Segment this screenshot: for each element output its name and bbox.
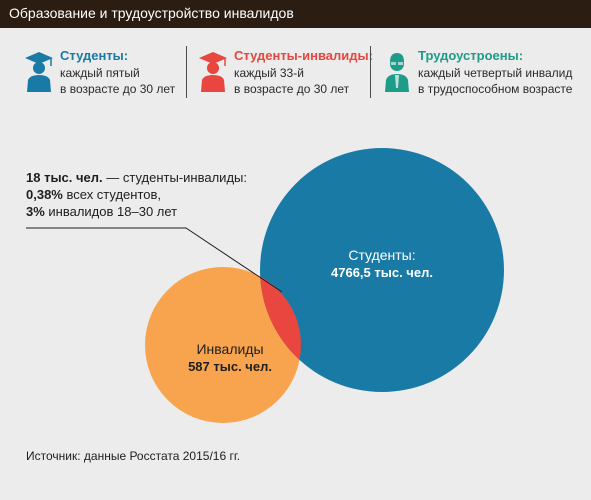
employed-person-icon: [385, 53, 409, 92]
callout-count: 18 тыс. чел.: [26, 170, 103, 185]
legend-disabled-students-line2: в возрасте до 30 лет: [234, 82, 350, 96]
disabled-student-icon: [199, 52, 227, 92]
legend-students-line2: в возрасте до 30 лет: [60, 82, 176, 96]
callout-text: всех студентов,: [62, 187, 162, 202]
students-circle: [260, 148, 504, 392]
callout-line-2: 0,38% всех студентов,: [26, 187, 161, 202]
legend-employed-line2: в трудоспособном возрасте: [418, 82, 573, 96]
disabled-value: 587 тыс. чел.: [188, 359, 272, 374]
callout-percent-disabled: 3%: [26, 204, 45, 219]
callout-text: — студенты-инвалиды:: [102, 170, 247, 185]
legend-students-line1: каждый пятый: [60, 66, 140, 80]
legend-divider: [370, 46, 371, 98]
legend-disabled-students-title: Студенты-инвалиды:: [234, 48, 373, 63]
callout-percent-students: 0,38%: [26, 187, 63, 202]
callout-text: инвалидов 18–30 лет: [44, 204, 178, 219]
legend-divider: [186, 46, 187, 98]
students-value: 4766,5 тыс. чел.: [331, 265, 433, 280]
header-bar: Образование и трудоустройство инвалидов: [0, 0, 591, 28]
source-note: Источник: данные Росстата 2015/16 гг.: [26, 449, 241, 463]
legend-employed-title: Трудоустроены:: [418, 48, 524, 63]
disabled-circle: [145, 267, 301, 423]
page-title: Образование и трудоустройство инвалидов: [9, 5, 294, 21]
students-label: Студенты:: [348, 247, 415, 263]
legend-employed-line1: каждый четвертый инвалид: [418, 66, 573, 80]
student-graduate-icon: [25, 52, 53, 92]
disabled-label: Инвалиды: [196, 341, 263, 357]
legend-students-title: Студенты:: [60, 48, 129, 63]
callout-line-1: 18 тыс. чел. — студенты-инвалиды:: [26, 170, 247, 185]
legend-disabled-students-line1: каждый 33-й: [234, 66, 304, 80]
callout-leader-line: [26, 227, 283, 293]
callout-line-3: 3% инвалидов 18–30 лет: [26, 204, 177, 219]
